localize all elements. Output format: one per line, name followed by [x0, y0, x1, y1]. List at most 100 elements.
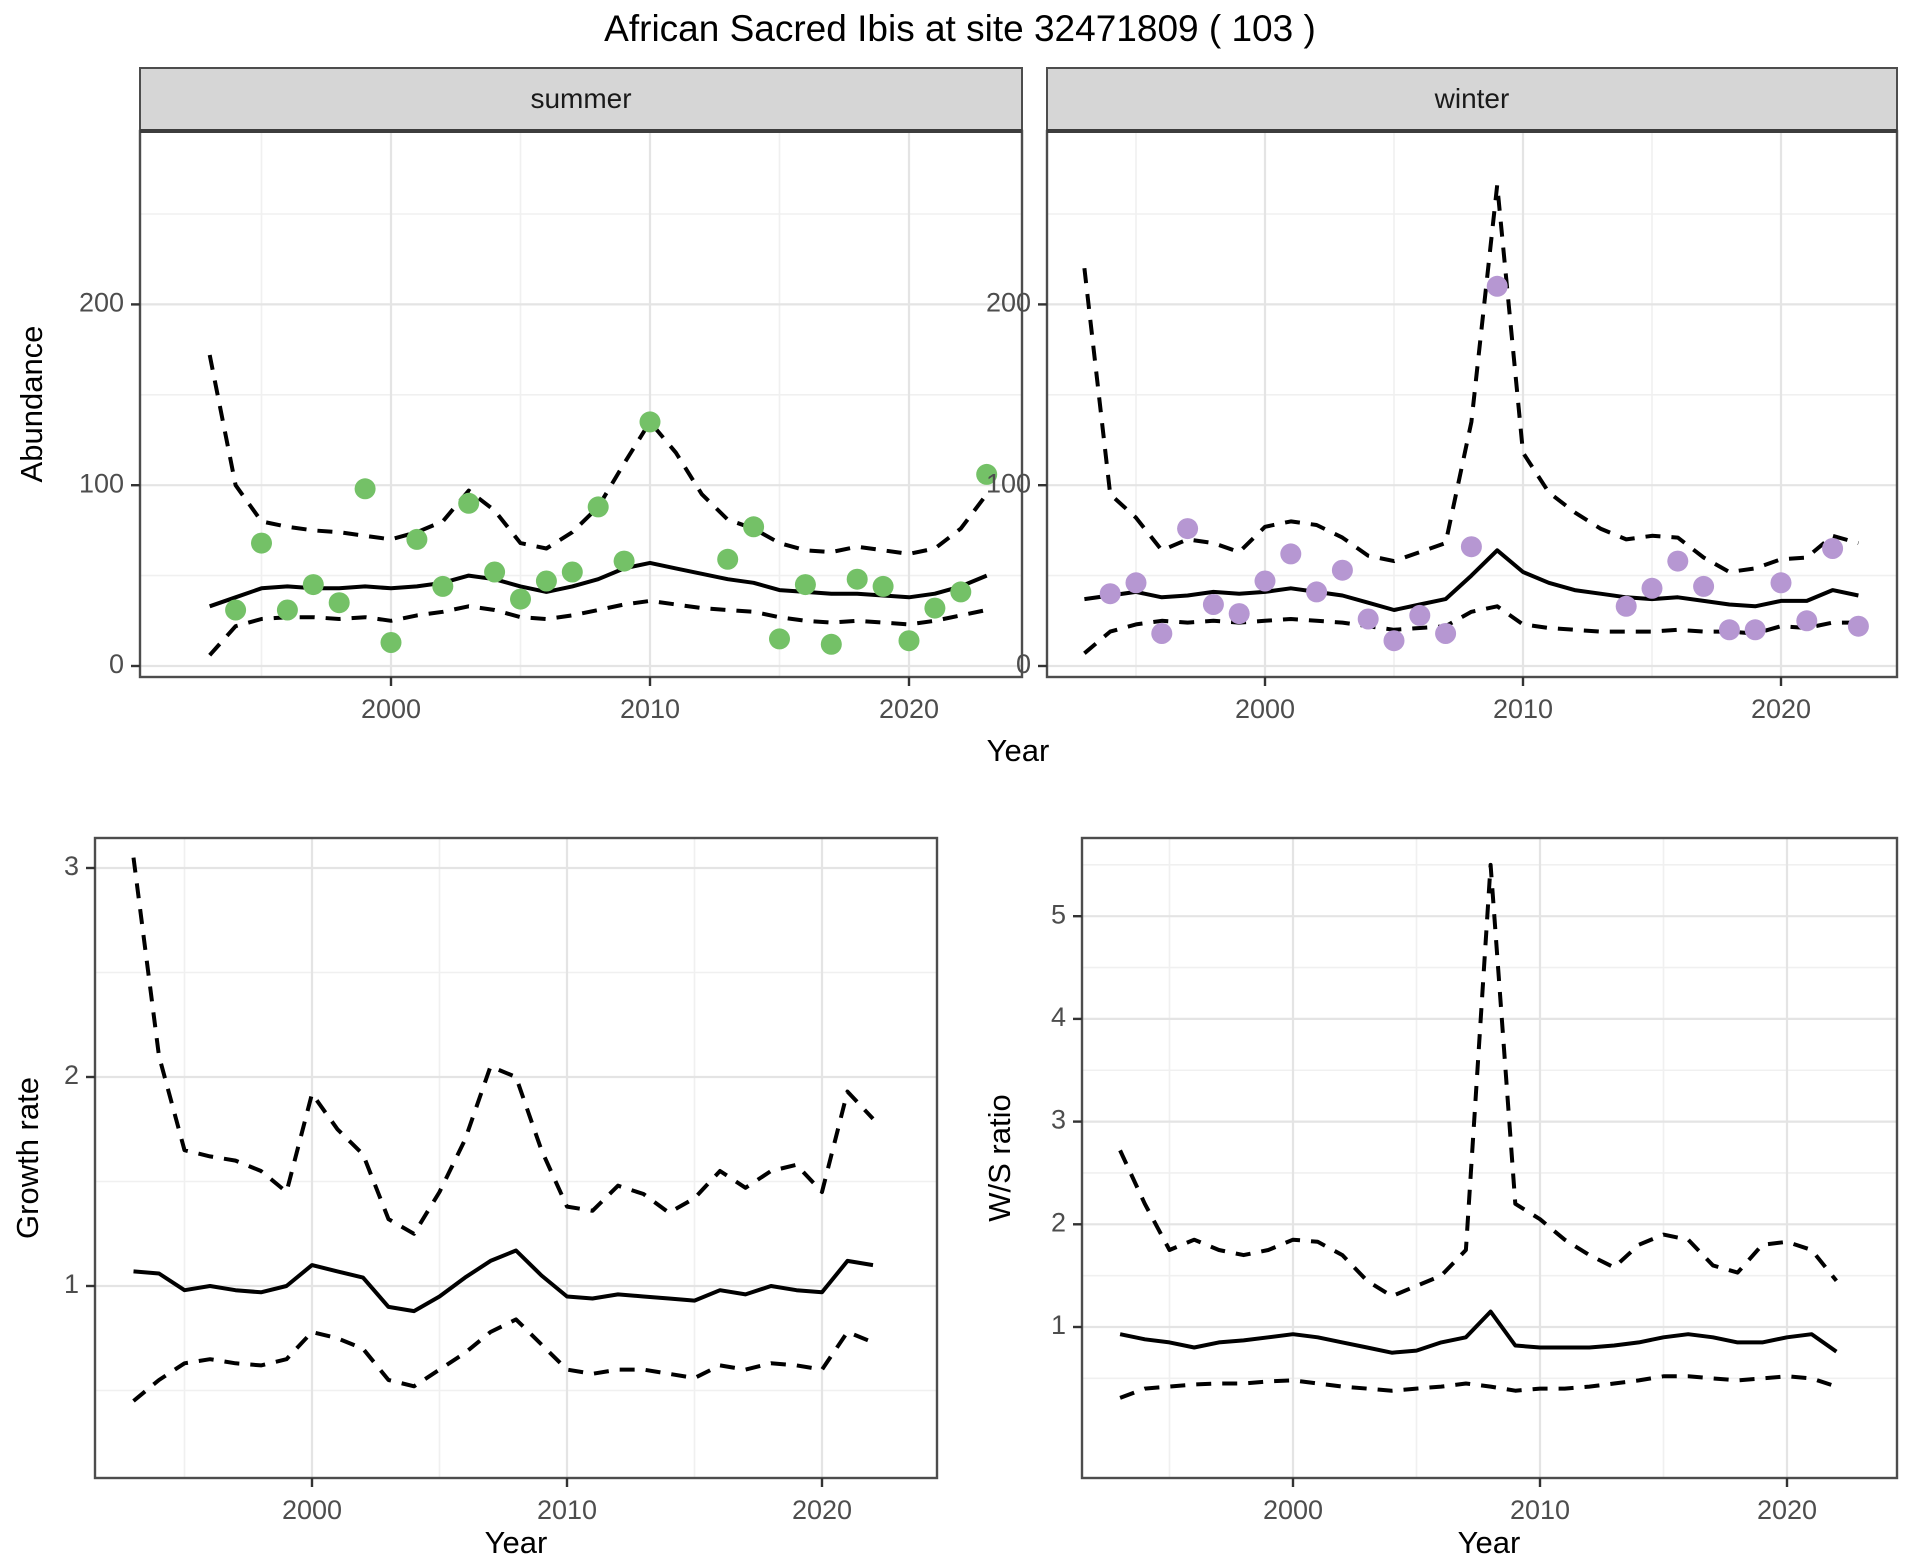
- obs-point: [898, 630, 920, 652]
- obs-point: [976, 463, 998, 485]
- series-mean: [133, 1248, 874, 1314]
- obs-point: [1847, 615, 1869, 637]
- series-mean: [209, 560, 988, 609]
- x-tick-label: 2010: [1493, 694, 1553, 724]
- obs-point: [302, 574, 324, 596]
- series-upper_ci: [1118, 862, 1838, 1299]
- facet-strip-label: winter: [1434, 83, 1510, 114]
- x-tick-label: 2010: [620, 694, 680, 724]
- obs-point: [717, 548, 739, 570]
- obs-point: [1228, 603, 1250, 625]
- obs-point: [1693, 575, 1715, 597]
- obs-point: [380, 632, 402, 653]
- obs-point: [1460, 536, 1482, 558]
- y-tick-label: 2: [64, 1060, 79, 1090]
- obs-point: [1486, 275, 1508, 297]
- obs-point: [743, 516, 765, 538]
- obs-point: [1796, 610, 1818, 632]
- figure-title: African Sacred Ibis at site 32471809 ( 1…: [604, 8, 1316, 49]
- panel-ws-ratio: 2000 2010 2020 1 2 3 4 5: [1051, 836, 1899, 1525]
- obs-point: [1331, 559, 1353, 581]
- x-tick-label: 2020: [879, 694, 939, 724]
- facet-strip: [1046, 67, 1898, 132]
- obs-point: [1280, 543, 1302, 565]
- obs-point: [535, 570, 557, 592]
- y-tick-label: 0: [109, 649, 124, 679]
- obs-point: [1125, 572, 1147, 594]
- obs-point: [251, 532, 272, 554]
- obs-point: [458, 492, 480, 514]
- series-upper_ci: [207, 354, 989, 556]
- obs-point: [432, 575, 454, 597]
- panel-border: [93, 836, 939, 1480]
- y-tick-label: 3: [64, 851, 79, 881]
- series-lower_ci: [1119, 1374, 1838, 1400]
- y-tick-label: 4: [1051, 1002, 1066, 1032]
- obs-point: [820, 633, 842, 655]
- obs-point: [1615, 595, 1637, 617]
- x-tick-label: 2000: [361, 694, 421, 724]
- obs-point: [1254, 570, 1276, 592]
- x-tick-label: 2010: [1510, 1495, 1570, 1525]
- obs-point: [276, 599, 298, 621]
- obs-point: [1306, 581, 1328, 603]
- obs-point: [1409, 604, 1431, 626]
- series-lower_ci: [208, 598, 988, 657]
- obs-point: [769, 628, 790, 650]
- obs-point: [328, 592, 350, 614]
- obs-point: [225, 599, 247, 621]
- x-tick-label: 2000: [1235, 694, 1295, 724]
- obs-point: [484, 561, 506, 583]
- obs-point: [1202, 594, 1224, 615]
- obs-point: [794, 574, 816, 596]
- y-tick-label: 200: [79, 288, 124, 318]
- obs-point: [561, 561, 583, 583]
- obs-point: [613, 550, 635, 572]
- y-tick-label: 1: [64, 1269, 79, 1299]
- obs-point: [1770, 572, 1792, 594]
- growth-rate-axis-title: Growth rate: [10, 1077, 45, 1239]
- panel-abundance-winter: 2000 2010 2020 0 100 200 winter: [986, 67, 1899, 724]
- x-tick-label: 2020: [1751, 694, 1811, 724]
- obs-point: [587, 496, 609, 518]
- abundance-axis-title: Abundance: [14, 326, 49, 483]
- obs-point: [354, 478, 376, 500]
- x-tick-label: 2000: [1263, 1495, 1323, 1525]
- obs-point: [1667, 550, 1689, 572]
- panel-abundance-summer: 2000 2010 2020 0 100 200 summer: [79, 67, 1024, 724]
- obs-point: [1383, 630, 1405, 652]
- obs-point: [639, 411, 661, 433]
- series-mean: [1084, 548, 1859, 612]
- obs-point: [1641, 577, 1663, 599]
- y-tick-label: 0: [1016, 649, 1031, 679]
- y-tick-label: 5: [1051, 899, 1066, 929]
- obs-point: [1151, 623, 1173, 644]
- y-tick-label: 100: [986, 468, 1031, 498]
- x-tick-label: 2010: [537, 1495, 597, 1525]
- panel-growth-rate: 2000 2010 2020 1 2 3: [64, 836, 939, 1525]
- series-upper_ci: [131, 857, 875, 1236]
- obs-point: [924, 597, 946, 619]
- x-tick-label: 2020: [792, 1495, 852, 1525]
- obs-point: [1177, 518, 1199, 540]
- ws-ratio-axis-title: W/S ratio: [982, 1094, 1017, 1221]
- obs-point: [1099, 583, 1121, 605]
- facet-strip-label: summer: [530, 83, 631, 114]
- obs-point: [1718, 619, 1740, 641]
- y-tick-label: 200: [986, 288, 1031, 318]
- obs-point: [406, 528, 428, 550]
- obs-point: [1822, 538, 1844, 559]
- obs-point: [1435, 623, 1457, 644]
- y-tick-label: 100: [79, 468, 124, 498]
- x-tick-label: 2020: [1757, 1495, 1817, 1525]
- obs-point: [1744, 619, 1766, 641]
- panel-border: [1080, 836, 1899, 1480]
- series-upper_ci: [1082, 183, 1859, 574]
- facet-strip: [139, 67, 1023, 132]
- obs-point: [950, 581, 972, 603]
- ws-x-axis-title: Year: [1458, 1525, 1521, 1560]
- obs-point: [1357, 608, 1379, 630]
- series-lower_ci: [132, 1317, 874, 1403]
